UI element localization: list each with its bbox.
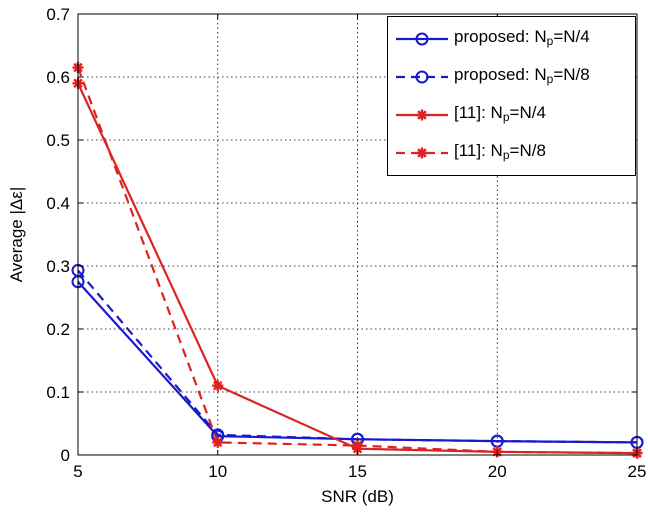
data-point xyxy=(415,70,429,84)
x-tick-label: 20 xyxy=(488,462,507,481)
x-axis-label: SNR (dB) xyxy=(321,487,394,506)
legend-item: [11]: Np=N/4 xyxy=(388,97,635,133)
x-tick-label: 5 xyxy=(73,462,82,481)
data-point xyxy=(352,440,363,452)
grid xyxy=(78,14,637,455)
y-axis-label: Average |Δε| xyxy=(7,187,26,283)
y-tick-label: 0.2 xyxy=(46,320,70,339)
y-tick-label: 0.7 xyxy=(46,5,70,24)
data-point xyxy=(212,436,224,448)
legend-label: [11]: Np=N/4 xyxy=(454,103,546,124)
data-point xyxy=(415,32,429,46)
legend-label: proposed: Np=N/8 xyxy=(454,65,590,86)
data-point xyxy=(416,109,428,121)
legend-swatch xyxy=(396,109,448,121)
y-tick-label: 0.6 xyxy=(46,68,70,87)
x-tick-label: 10 xyxy=(208,462,227,481)
legend-label: [11]: Np=N/8 xyxy=(454,141,546,162)
data-point xyxy=(416,147,428,159)
series-line xyxy=(77,269,638,444)
legend-item: proposed: Np=N/8 xyxy=(388,59,635,95)
x-tick-label: 15 xyxy=(348,462,367,481)
y-tick-label: 0.5 xyxy=(46,131,70,150)
legend-swatch xyxy=(396,70,448,84)
legend-swatch xyxy=(396,32,448,46)
y-tick-label: 0 xyxy=(61,446,70,465)
legend: proposed: Np=N/4 proposed: Np=N/8 [11]: … xyxy=(387,16,636,176)
axes: 5 10 15 20 25 0 0.1 0.2 0.3 0.4 0.5 0.6 0.7 xyxy=(46,5,646,481)
legend-item: [11]: Np=N/8 xyxy=(388,135,635,171)
series-line xyxy=(76,67,638,455)
y-tick-label: 0.4 xyxy=(46,194,70,213)
legend-swatch xyxy=(396,147,448,159)
legend-label: proposed: Np=N/4 xyxy=(454,27,590,48)
legend-item: proposed: Np=N/4 xyxy=(388,21,635,57)
y-tick-label: 0.1 xyxy=(46,383,70,402)
series-line xyxy=(77,281,638,444)
x-tick-label: 25 xyxy=(628,462,647,481)
series xyxy=(71,275,644,449)
y-tick-label: 0.3 xyxy=(46,257,70,276)
data-point xyxy=(212,380,224,392)
